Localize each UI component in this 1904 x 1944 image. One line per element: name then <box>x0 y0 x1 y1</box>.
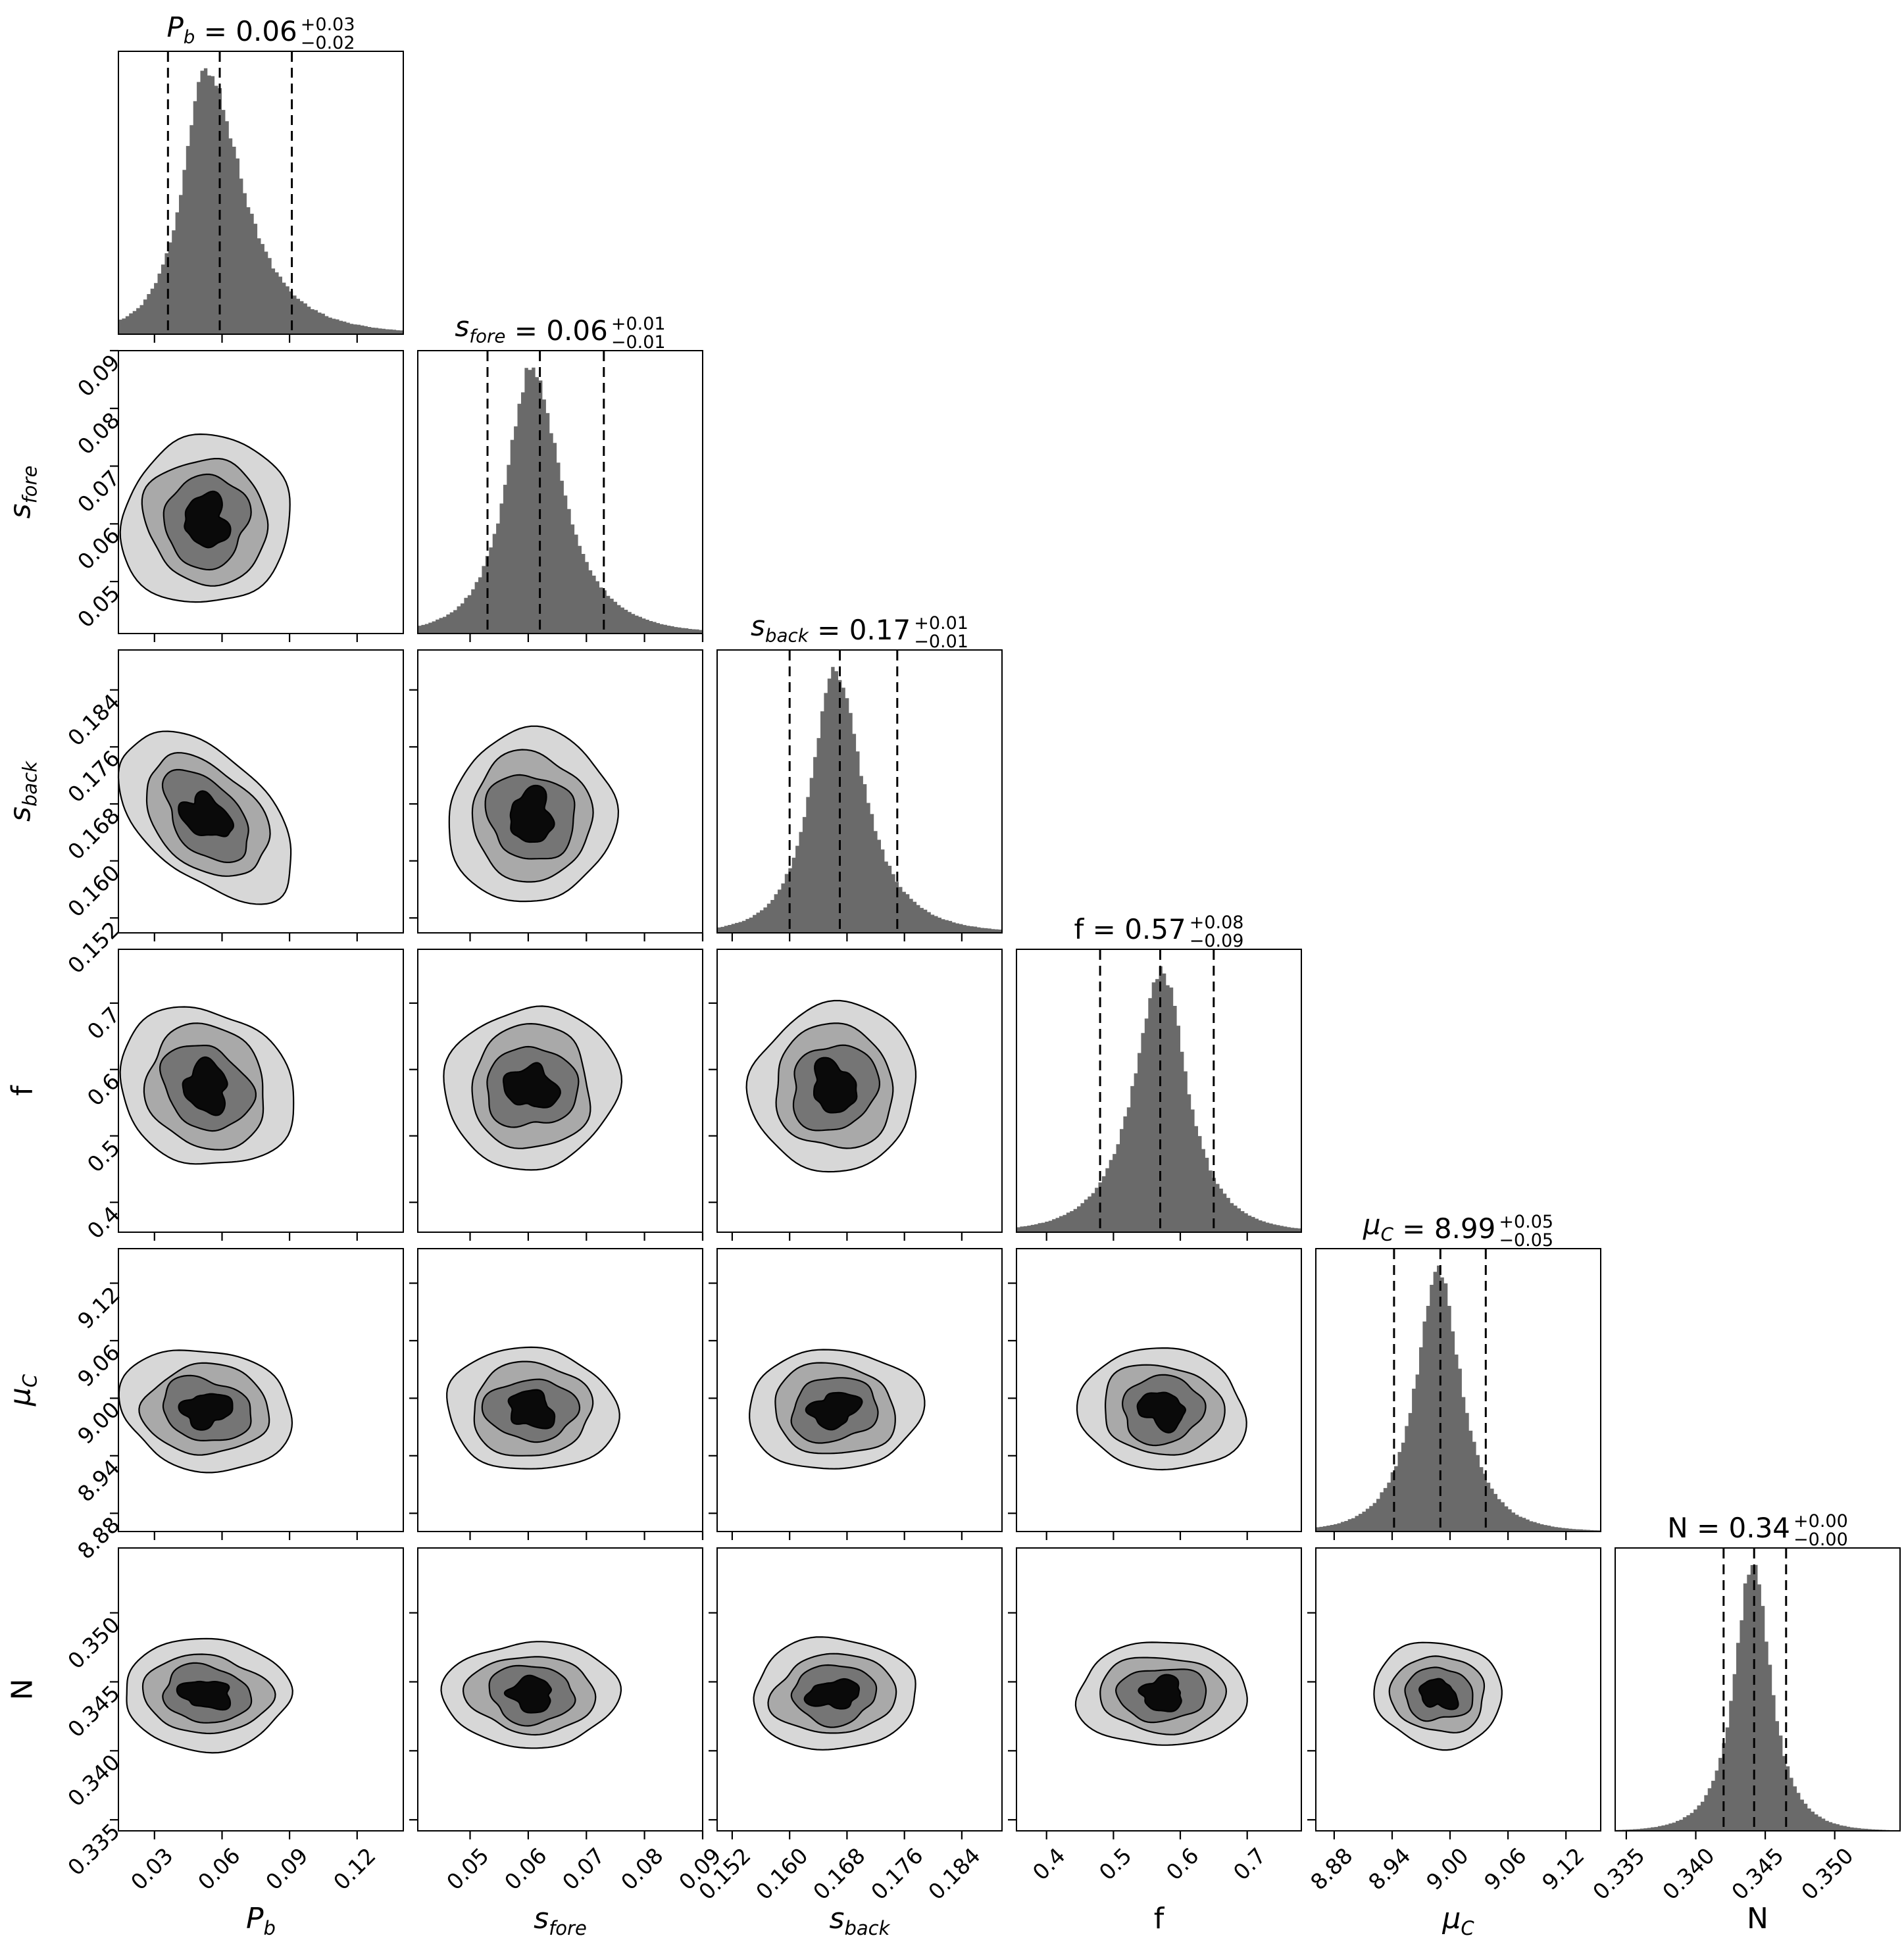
param-symbol: sback <box>829 1902 890 1939</box>
panel-frame <box>716 649 1003 934</box>
param-symbol: μC <box>3 1374 41 1407</box>
histogram-f <box>1016 966 1301 1232</box>
panel-P_b-P_b <box>118 51 404 343</box>
x-axis-label-P_b: Pb <box>246 1902 276 1939</box>
title-f: f = 0.57 +0.08 −0.09 <box>1074 912 1244 951</box>
param-symbol: sback <box>751 609 809 646</box>
title-P_b: Pb = 0.06 +0.03 −0.02 <box>166 11 355 53</box>
param-symbol: sback <box>3 761 41 822</box>
contour-level-3 <box>178 1393 234 1431</box>
param-symbol: f <box>1074 913 1084 945</box>
panel-frame <box>118 350 404 634</box>
param-symbol: sfore <box>3 465 41 519</box>
contour-level-3 <box>813 1057 858 1114</box>
panel-frame <box>716 1248 1003 1532</box>
title-N: N = 0.34 +0.00 −0.00 <box>1667 1510 1848 1550</box>
contour-level-3 <box>805 1391 863 1431</box>
y-axis-label-s_back: sback <box>4 761 41 822</box>
panel-f-P_b <box>110 949 404 1241</box>
panel-N-s_fore <box>409 1547 704 1839</box>
param-symbol: sfore <box>534 1902 587 1939</box>
panel-mu_C-f <box>1008 1248 1302 1540</box>
panel-frame <box>417 1248 703 1532</box>
panel-mu_C-mu_C <box>1315 1248 1601 1540</box>
contour-level-3 <box>182 1056 228 1116</box>
contour-level-3 <box>803 1678 860 1710</box>
panel-f-f <box>1016 949 1302 1241</box>
param-symbol: Pb <box>246 1902 276 1939</box>
panel-frame <box>118 1248 404 1532</box>
panel-frame <box>417 350 703 634</box>
histogram-mu_C <box>1316 1265 1601 1532</box>
title-mu_C: μC = 8.99 +0.05 −0.05 <box>1363 1208 1554 1251</box>
contour-level-3 <box>184 490 232 549</box>
param-symbol: μC <box>1363 1208 1393 1245</box>
panel-frame <box>716 949 1003 1233</box>
x-axis-label-s_back: sback <box>830 1902 890 1939</box>
panel-frame <box>417 949 703 1233</box>
param-symbol: sfore <box>455 310 506 347</box>
contour-level-3 <box>1418 1678 1459 1710</box>
panel-s_back-P_b <box>110 649 404 941</box>
y-axis-label-N: N <box>6 1679 39 1701</box>
panel-frame <box>1315 1547 1601 1832</box>
panel-mu_C-P_b <box>110 1248 404 1540</box>
param-symbol: f <box>5 1085 39 1096</box>
param-symbol: N <box>1667 1512 1688 1544</box>
panel-N-N <box>1615 1547 1901 1839</box>
panel-s_fore-P_b <box>110 349 404 642</box>
param-symbol: μC <box>1442 1902 1474 1939</box>
contour-level-3 <box>503 1674 552 1714</box>
panel-frame <box>1615 1547 1901 1832</box>
histogram-N <box>1615 1564 1900 1831</box>
histogram-P_b <box>118 68 403 335</box>
x-axis-label-mu_C: μC <box>1442 1902 1474 1939</box>
panel-N-f <box>1008 1547 1302 1839</box>
panel-frame <box>417 1547 703 1832</box>
panel-N-s_back <box>709 1547 1003 1839</box>
panel-N-P_b <box>110 1547 404 1839</box>
x-axis-label-N: N <box>1747 1902 1768 1935</box>
panel-frame <box>118 649 404 934</box>
panel-frame <box>1315 1248 1601 1532</box>
contour-level-3 <box>507 1389 556 1430</box>
x-axis-label-s_fore: sfore <box>534 1902 587 1939</box>
contour-level-3 <box>178 790 234 837</box>
param-symbol: f <box>1153 1902 1165 1935</box>
panel-s_back-s_back <box>716 649 1003 941</box>
panel-frame <box>1016 1248 1302 1532</box>
panel-frame <box>118 1547 404 1832</box>
title-s_back: sback = 0.17 +0.01 −0.01 <box>751 609 968 652</box>
histogram-s_back <box>717 666 1002 933</box>
contour-level-3 <box>509 784 555 843</box>
param-symbol: Pb <box>166 11 195 47</box>
panel-frame <box>1016 949 1302 1233</box>
panel-mu_C-s_fore <box>409 1248 704 1540</box>
panel-frame <box>417 649 703 934</box>
param-symbol: N <box>1747 1902 1768 1935</box>
title-s_fore: sfore = 0.06 +0.01 −0.01 <box>455 310 666 353</box>
panel-f-s_back <box>709 949 1003 1241</box>
panel-f-s_fore <box>409 949 704 1241</box>
x-axis-label-f: f <box>1154 1902 1165 1935</box>
panel-s_fore-s_fore <box>417 350 704 642</box>
param-symbol: N <box>5 1678 39 1701</box>
contour-level-3 <box>1136 1391 1186 1433</box>
contour-level-3 <box>1138 1674 1182 1712</box>
panel-frame <box>716 1547 1003 1832</box>
y-axis-label-mu_C: μC <box>4 1374 41 1406</box>
panel-N-mu_C <box>1307 1547 1601 1839</box>
contour-level-3 <box>176 1680 232 1711</box>
y-axis-label-f: f <box>6 1085 39 1096</box>
histogram-s_fore <box>418 367 703 634</box>
panel-s_back-s_fore <box>409 649 704 941</box>
panel-frame <box>1016 1547 1302 1832</box>
panel-frame <box>118 51 404 335</box>
panel-frame <box>118 949 404 1233</box>
panel-mu_C-s_back <box>709 1248 1003 1540</box>
y-axis-label-s_fore: sfore <box>4 466 41 519</box>
contour-level-3 <box>503 1062 561 1109</box>
